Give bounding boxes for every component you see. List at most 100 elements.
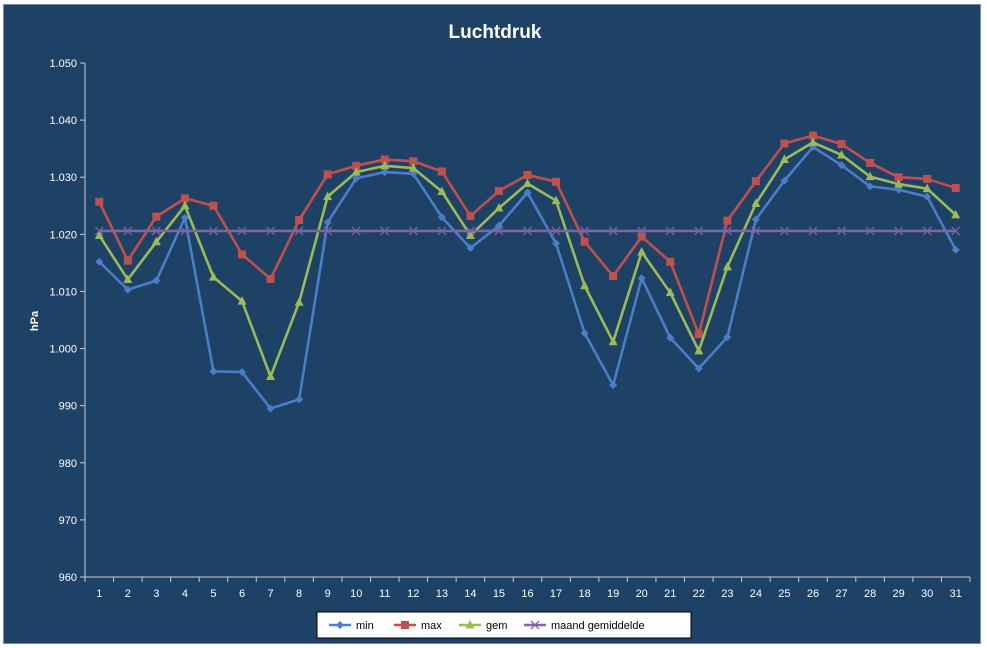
data-point-min [380, 168, 389, 177]
x-tick-label: 1 [96, 588, 102, 600]
data-point-gem [380, 160, 390, 170]
data-point-max [437, 167, 446, 176]
data-point-maand-gemiddelde [180, 226, 190, 236]
data-point-gem [266, 371, 276, 381]
marker-stroke [637, 226, 647, 236]
data-point-maand-gemiddelde [151, 226, 161, 236]
data-point-maand-gemiddelde [722, 226, 732, 236]
data-point-gem [294, 297, 304, 306]
data-point-maand-gemiddelde [209, 226, 218, 236]
data-point-min [609, 381, 618, 390]
data-point-gem [722, 261, 732, 271]
data-point-maand-gemiddelde [408, 226, 418, 236]
data-point-gem [351, 167, 361, 176]
data-point-min [352, 174, 361, 183]
marker-stroke [209, 226, 218, 236]
data-point-max [694, 330, 703, 339]
x-tick-label: 22 [693, 588, 705, 600]
chart-title: Luchtdruk [449, 22, 542, 43]
x-tick-label: 6 [239, 588, 245, 600]
data-point-maand-gemiddelde [465, 226, 475, 236]
data-point-maand-gemiddelde [94, 226, 104, 236]
data-point-max [352, 161, 361, 170]
marker-stroke [408, 226, 418, 236]
x-tick-label: 24 [750, 588, 762, 600]
data-point-min [295, 395, 304, 404]
data-point-gem [523, 178, 532, 188]
data-point-maand-gemiddelde [266, 226, 276, 236]
marker-stroke [608, 226, 618, 236]
data-point-gem [865, 171, 875, 181]
data-point-gem [180, 200, 190, 210]
y-tick-label: 990 [59, 401, 77, 413]
marker-stroke [465, 226, 475, 236]
data-point-gem [637, 247, 647, 256]
x-tick-label: 11 [379, 588, 390, 600]
y-tick-label: 960 [59, 572, 77, 584]
marker-stroke [722, 226, 732, 236]
data-point-gem [237, 296, 247, 305]
x-tick-label: 17 [550, 588, 562, 600]
y-tick-label: 1.040 [49, 115, 77, 127]
data-point-maand-gemiddelde [523, 226, 532, 236]
data-point-min [580, 329, 589, 338]
data-point-gem [694, 345, 704, 355]
data-point-min [951, 245, 960, 254]
y-tick-label: 1.010 [49, 286, 77, 298]
data-point-max [894, 173, 903, 182]
marker-stroke [580, 226, 590, 236]
data-point-gem [123, 274, 133, 283]
data-point-maand-gemiddelde [494, 226, 504, 236]
data-point-maand-gemiddelde [380, 226, 390, 236]
marker-stroke [665, 226, 675, 236]
data-point-min [323, 218, 332, 227]
data-point-gem [208, 272, 218, 281]
x-tick-label: 7 [268, 588, 274, 600]
data-point-maand-gemiddelde [694, 226, 704, 236]
marker-stroke [151, 226, 161, 236]
data-point-gem [323, 191, 333, 201]
x-tick-label: 12 [407, 588, 419, 600]
x-tick-label: 31 [950, 588, 962, 600]
x-tick-label: 14 [464, 588, 476, 600]
marker-stroke [351, 226, 361, 236]
marker-stroke [922, 226, 932, 236]
x-tick-label: 16 [521, 588, 533, 600]
data-point-max [95, 197, 104, 206]
data-point-gem [951, 209, 961, 219]
marker-stroke [237, 226, 247, 236]
legend: min max gem maand gemiddelde [316, 611, 692, 639]
data-point-max [409, 157, 418, 166]
data-point-min [180, 213, 189, 222]
data-point-min [780, 176, 789, 185]
data-point-gem [94, 230, 104, 239]
data-point-gem [465, 230, 475, 239]
data-point-max [209, 201, 218, 210]
data-point-gem [551, 195, 561, 205]
series-max [95, 131, 960, 339]
legend-label: maand gemiddelde [551, 620, 645, 632]
x-tick-label: 26 [807, 588, 819, 600]
data-point-max [580, 237, 589, 246]
x-tick-label: 27 [835, 588, 847, 600]
x-tick-label: 30 [921, 588, 933, 600]
plot-area: 960 970 980 990 1.000 1.010 1.020 1.030 1.040 1.0… [49, 58, 971, 600]
x-tick-label: 4 [182, 588, 188, 600]
marker-stroke [94, 226, 104, 236]
marker-stroke [523, 226, 532, 236]
data-point-max [123, 256, 132, 265]
data-point-max [238, 250, 247, 259]
x-tick-label: 15 [493, 588, 505, 600]
marker-stroke [123, 226, 133, 236]
data-point-min [837, 161, 846, 170]
data-point-min [409, 169, 418, 178]
x-tick-label: 10 [350, 588, 362, 600]
data-point-min [637, 274, 646, 283]
data-point-maand-gemiddelde [865, 226, 875, 236]
y-tick-label: 980 [59, 458, 77, 470]
data-point-gem [494, 203, 504, 212]
data-point-max [808, 131, 817, 140]
marker-stroke [266, 226, 276, 236]
data-point-min [152, 276, 161, 285]
data-point-min [266, 404, 275, 413]
